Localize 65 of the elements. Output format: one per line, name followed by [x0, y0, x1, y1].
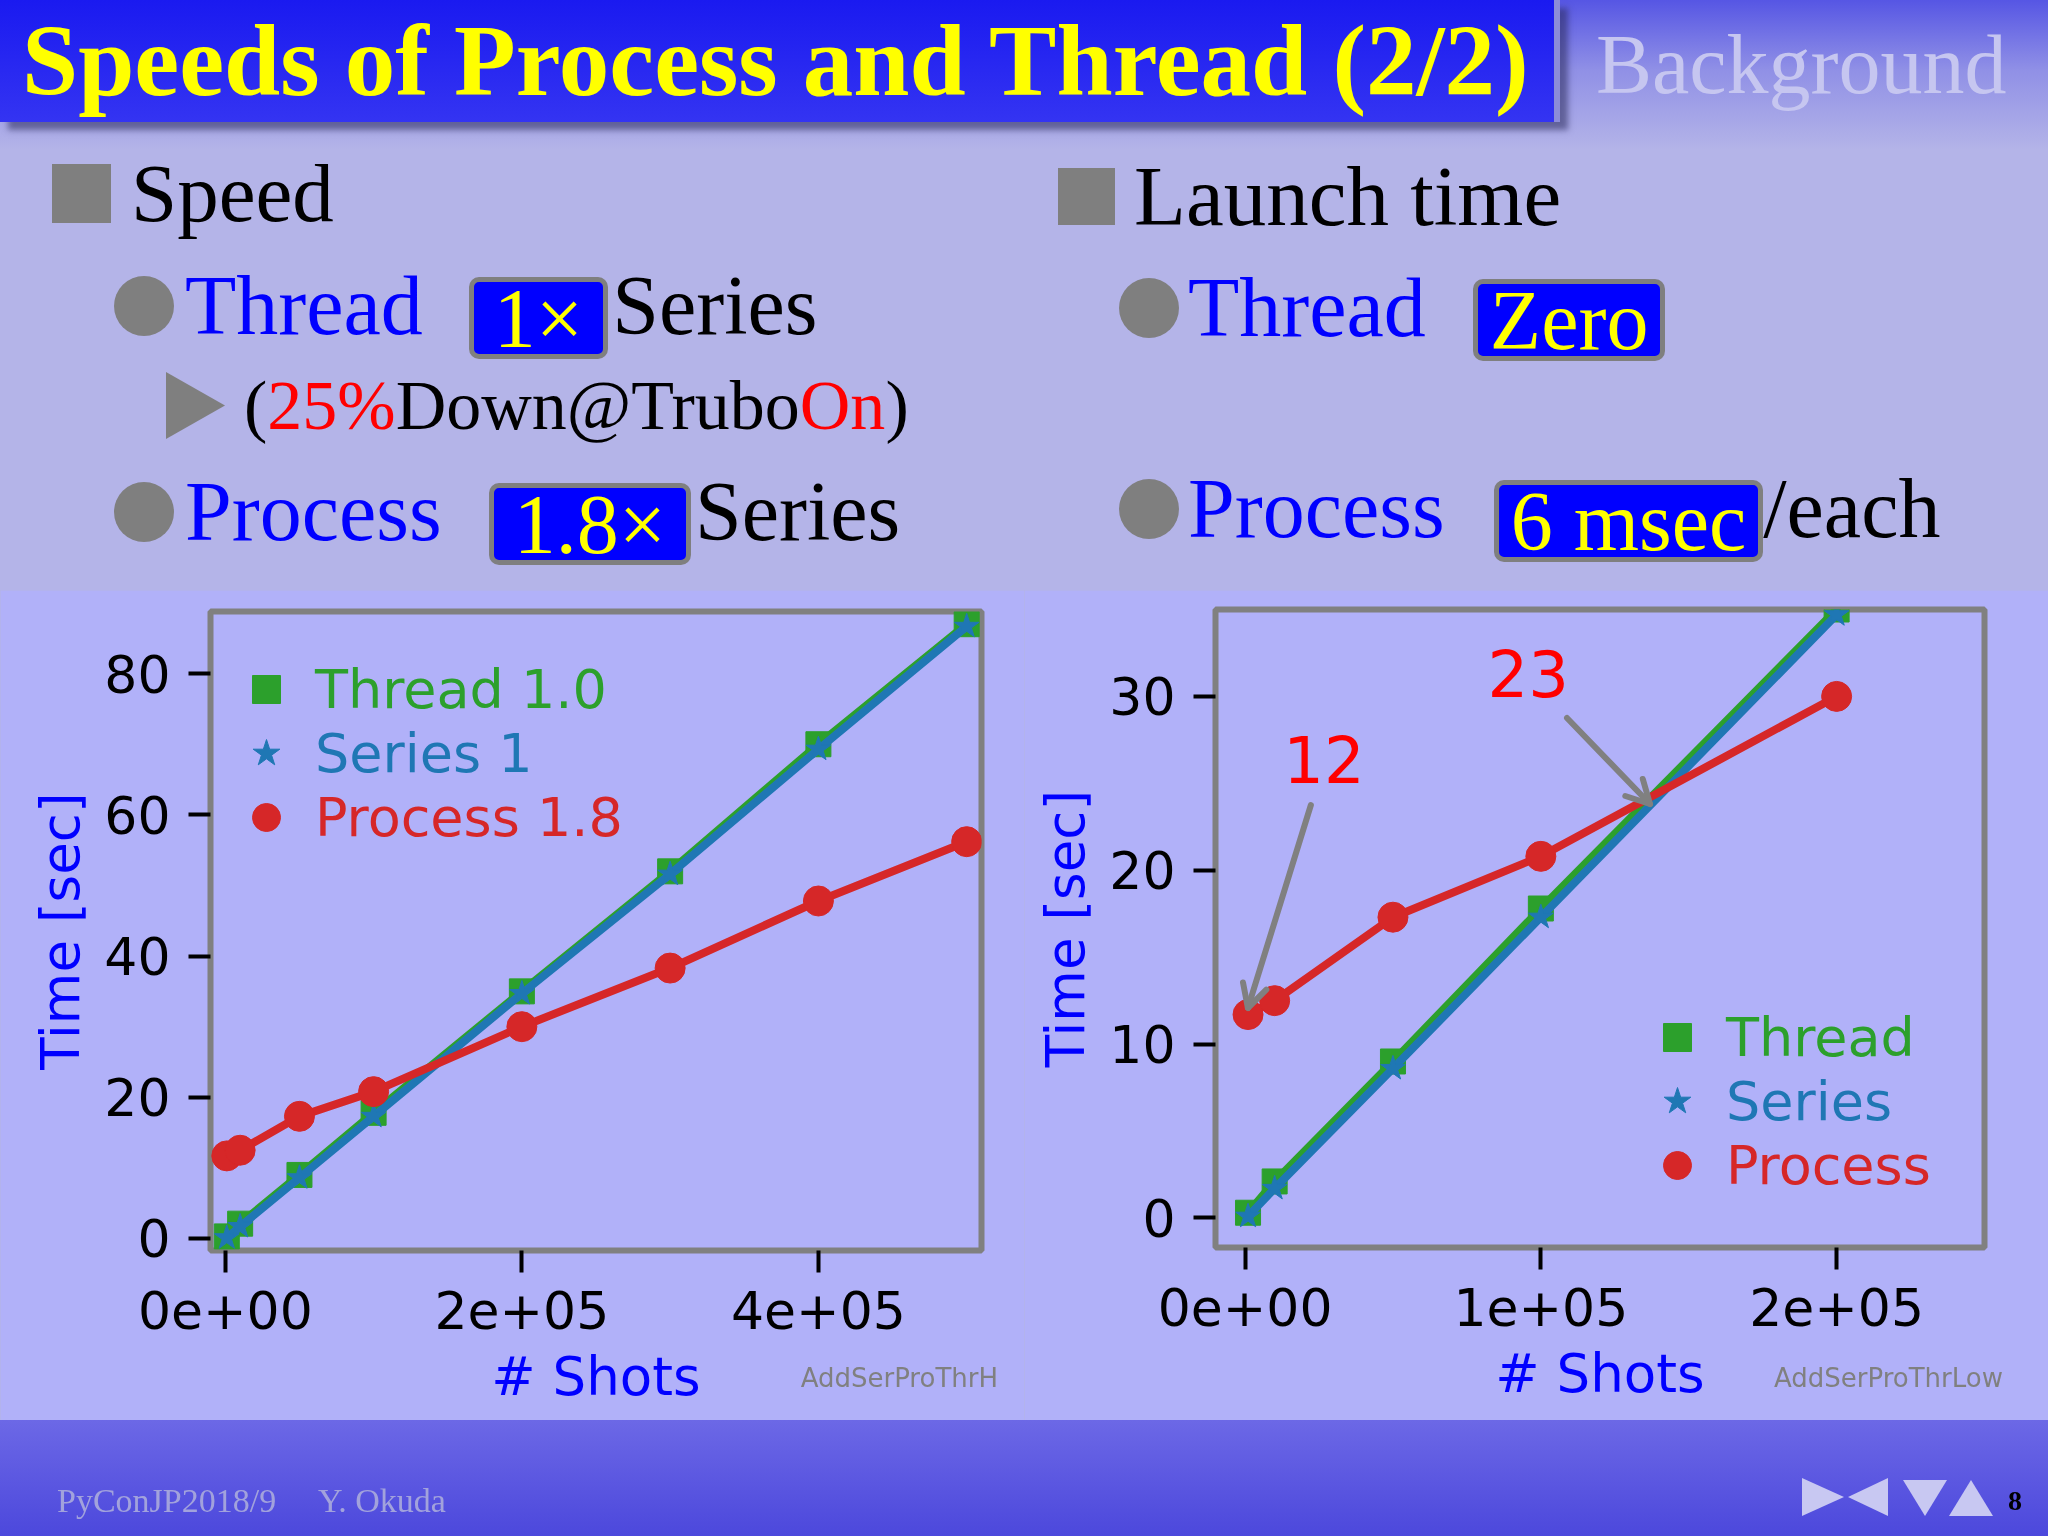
- text: Process: [185, 464, 442, 558]
- legend-label: Process 1.8: [315, 785, 623, 849]
- point: [1525, 840, 1557, 872]
- text: AddSerProThrLow: [1773, 1363, 2003, 1393]
- point: [654, 952, 686, 984]
- point: [358, 1076, 390, 1108]
- text: AddSerProThrH: [800, 1363, 998, 1393]
- text: Background: [1596, 17, 2007, 111]
- text: PyConJP2018/9: [57, 1481, 277, 1521]
- text: 8: [2008, 1484, 2022, 1518]
- x-tick-label: 0e+00: [137, 1280, 313, 1341]
- point: [283, 1100, 315, 1132]
- x-tick-label: 2e+05: [434, 1280, 610, 1341]
- text: /each: [1763, 461, 1941, 555]
- text: ): [885, 366, 909, 444]
- text: 1.8×: [512, 477, 667, 571]
- point: [1380, 1054, 1406, 1080]
- point: [1377, 901, 1409, 933]
- text: Process: [1188, 461, 1445, 555]
- legend-label: Process: [1726, 1133, 1931, 1197]
- legend-label: Series: [1726, 1069, 1893, 1133]
- point: [1259, 985, 1291, 1017]
- point: [1261, 1174, 1288, 1200]
- y-tick-label: 20: [1109, 841, 1176, 902]
- x-tick-label: 2e+05: [1749, 1277, 1925, 1338]
- text: 1×: [492, 271, 585, 365]
- text: Speeds of Process and Thread (2/2): [22, 3, 1529, 119]
- text: On: [799, 366, 886, 444]
- x-axis-title: # Shots: [1495, 1342, 1705, 1404]
- y-tick-label: 40: [104, 927, 171, 988]
- text: 25%: [267, 366, 396, 444]
- point: [951, 826, 982, 858]
- point: [802, 885, 834, 917]
- text: Zero: [1488, 273, 1650, 367]
- text: Down@Trubo: [395, 366, 800, 444]
- x-tick-label: 1e+05: [1453, 1277, 1629, 1338]
- y-tick-label: 10: [1109, 1015, 1176, 1076]
- text: Y. Okuda: [318, 1481, 446, 1521]
- legend-label: Thread 1.0: [315, 657, 607, 721]
- y-tick-label: 60: [104, 785, 171, 846]
- text: Series: [612, 258, 818, 352]
- y-tick-label: 20: [104, 1068, 171, 1129]
- y-tick-label: 0: [137, 1209, 171, 1270]
- annotation: 23: [1487, 637, 1569, 712]
- legend-label: Thread: [1726, 1005, 1915, 1069]
- y-tick-label: 80: [104, 644, 171, 705]
- point: [1527, 903, 1554, 929]
- point: [506, 1011, 538, 1043]
- y-tick-label: 0: [1142, 1188, 1176, 1249]
- text: Thread: [1188, 260, 1426, 354]
- text: Thread: [185, 258, 423, 352]
- text: (: [244, 366, 268, 444]
- text: Series: [695, 464, 901, 558]
- x-axis-title: # Shots: [491, 1345, 701, 1407]
- annotation: 12: [1283, 724, 1365, 799]
- y-tick-label: 30: [1109, 667, 1176, 728]
- point: [1821, 680, 1853, 712]
- y-axis-title: Time [sec]: [30, 792, 92, 1071]
- x-tick-label: 4e+05: [731, 1280, 906, 1341]
- y-axis-title: Time [sec]: [1035, 789, 1097, 1069]
- text: Speed: [131, 147, 334, 239]
- legend-label: Series 1: [315, 721, 533, 785]
- text: Launch time: [1134, 148, 1562, 243]
- text: 6 msec: [1509, 474, 1748, 568]
- x-tick-label: 0e+00: [1157, 1277, 1333, 1338]
